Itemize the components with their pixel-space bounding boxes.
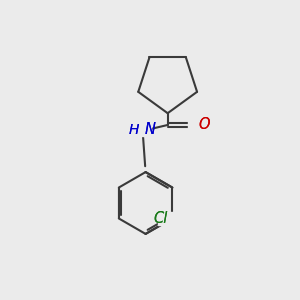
Text: O: O — [198, 118, 209, 133]
Text: Cl: Cl — [154, 211, 168, 226]
Text: Cl: Cl — [154, 211, 168, 226]
Text: N: N — [144, 122, 155, 137]
Bar — [131, 124, 152, 136]
Text: N: N — [144, 122, 155, 137]
Text: O: O — [198, 118, 209, 133]
Bar — [188, 118, 208, 131]
Bar — [158, 212, 178, 225]
Text: H: H — [128, 123, 139, 137]
Text: H: H — [128, 123, 139, 137]
